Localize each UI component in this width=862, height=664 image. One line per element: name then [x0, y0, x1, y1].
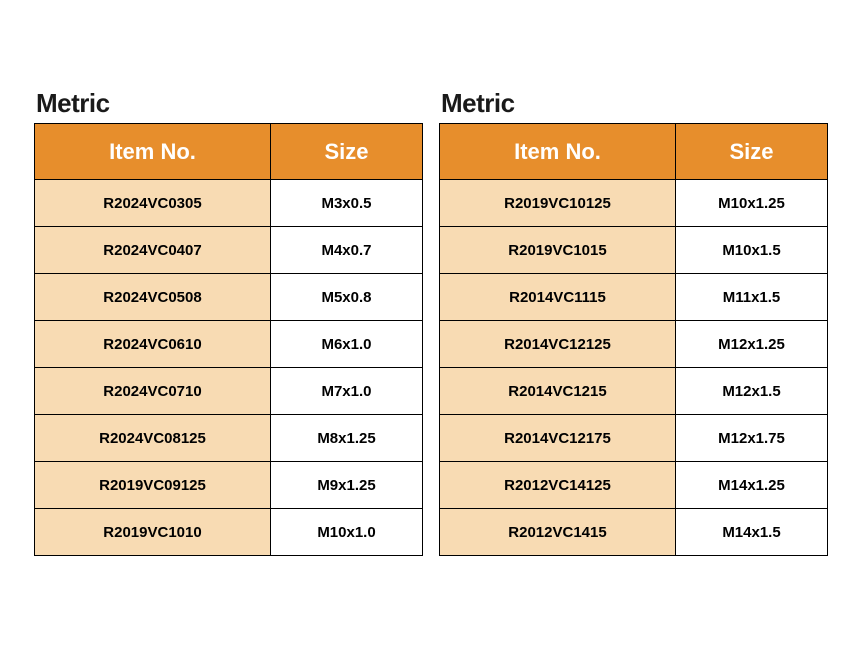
- page-content: Metric Item No. Size R2024VC0305 M3x0.5 …: [0, 0, 862, 556]
- cell-item: R2019VC10125: [440, 180, 676, 227]
- cell-size: M14x1.5: [676, 509, 828, 556]
- table-block-0: Metric Item No. Size R2024VC0305 M3x0.5 …: [34, 88, 423, 556]
- table-title: Metric: [36, 88, 423, 119]
- col-header-item: Item No.: [35, 124, 271, 180]
- cell-size: M6x1.0: [271, 321, 423, 368]
- cell-item: R2019VC1010: [35, 509, 271, 556]
- cell-size: M10x1.5: [676, 227, 828, 274]
- table-body: R2024VC0305 M3x0.5 R2024VC0407 M4x0.7 R2…: [35, 180, 423, 556]
- col-header-size: Size: [271, 124, 423, 180]
- table-row: R2014VC12125 M12x1.25: [440, 321, 828, 368]
- metric-table-1: Item No. Size R2019VC10125 M10x1.25 R201…: [439, 123, 828, 556]
- cell-item: R2019VC09125: [35, 462, 271, 509]
- table-row: R2024VC0305 M3x0.5: [35, 180, 423, 227]
- cell-size: M9x1.25: [271, 462, 423, 509]
- cell-item: R2024VC0407: [35, 227, 271, 274]
- table-body: R2019VC10125 M10x1.25 R2019VC1015 M10x1.…: [440, 180, 828, 556]
- table-block-1: Metric Item No. Size R2019VC10125 M10x1.…: [439, 88, 828, 556]
- cell-size: M12x1.25: [676, 321, 828, 368]
- cell-size: M4x0.7: [271, 227, 423, 274]
- cell-item: R2014VC1115: [440, 274, 676, 321]
- cell-item: R2014VC12125: [440, 321, 676, 368]
- table-title: Metric: [441, 88, 828, 119]
- table-row: R2019VC10125 M10x1.25: [440, 180, 828, 227]
- cell-item: R2014VC12175: [440, 415, 676, 462]
- cell-size: M11x1.5: [676, 274, 828, 321]
- cell-size: M5x0.8: [271, 274, 423, 321]
- cell-size: M14x1.25: [676, 462, 828, 509]
- table-row: R2019VC09125 M9x1.25: [35, 462, 423, 509]
- cell-item: R2024VC08125: [35, 415, 271, 462]
- cell-item: R2024VC0305: [35, 180, 271, 227]
- cell-size: M10x1.0: [271, 509, 423, 556]
- col-header-item: Item No.: [440, 124, 676, 180]
- table-row: R2024VC0407 M4x0.7: [35, 227, 423, 274]
- cell-size: M3x0.5: [271, 180, 423, 227]
- cell-item: R2024VC0508: [35, 274, 271, 321]
- cell-item: R2024VC0710: [35, 368, 271, 415]
- table-row: R2019VC1010 M10x1.0: [35, 509, 423, 556]
- cell-item: R2012VC1415: [440, 509, 676, 556]
- table-header-row: Item No. Size: [35, 124, 423, 180]
- table-row: R2014VC1115 M11x1.5: [440, 274, 828, 321]
- cell-item: R2014VC1215: [440, 368, 676, 415]
- table-row: R2024VC08125 M8x1.25: [35, 415, 423, 462]
- table-row: R2024VC0508 M5x0.8: [35, 274, 423, 321]
- table-row: R2014VC12175 M12x1.75: [440, 415, 828, 462]
- table-row: R2019VC1015 M10x1.5: [440, 227, 828, 274]
- table-row: R2012VC14125 M14x1.25: [440, 462, 828, 509]
- cell-size: M12x1.5: [676, 368, 828, 415]
- table-row: R2024VC0610 M6x1.0: [35, 321, 423, 368]
- col-header-size: Size: [676, 124, 828, 180]
- cell-size: M7x1.0: [271, 368, 423, 415]
- table-row: R2024VC0710 M7x1.0: [35, 368, 423, 415]
- cell-size: M12x1.75: [676, 415, 828, 462]
- cell-item: R2024VC0610: [35, 321, 271, 368]
- table-header-row: Item No. Size: [440, 124, 828, 180]
- cell-item: R2012VC14125: [440, 462, 676, 509]
- cell-size: M8x1.25: [271, 415, 423, 462]
- cell-item: R2019VC1015: [440, 227, 676, 274]
- table-row: R2014VC1215 M12x1.5: [440, 368, 828, 415]
- metric-table-0: Item No. Size R2024VC0305 M3x0.5 R2024VC…: [34, 123, 423, 556]
- cell-size: M10x1.25: [676, 180, 828, 227]
- table-row: R2012VC1415 M14x1.5: [440, 509, 828, 556]
